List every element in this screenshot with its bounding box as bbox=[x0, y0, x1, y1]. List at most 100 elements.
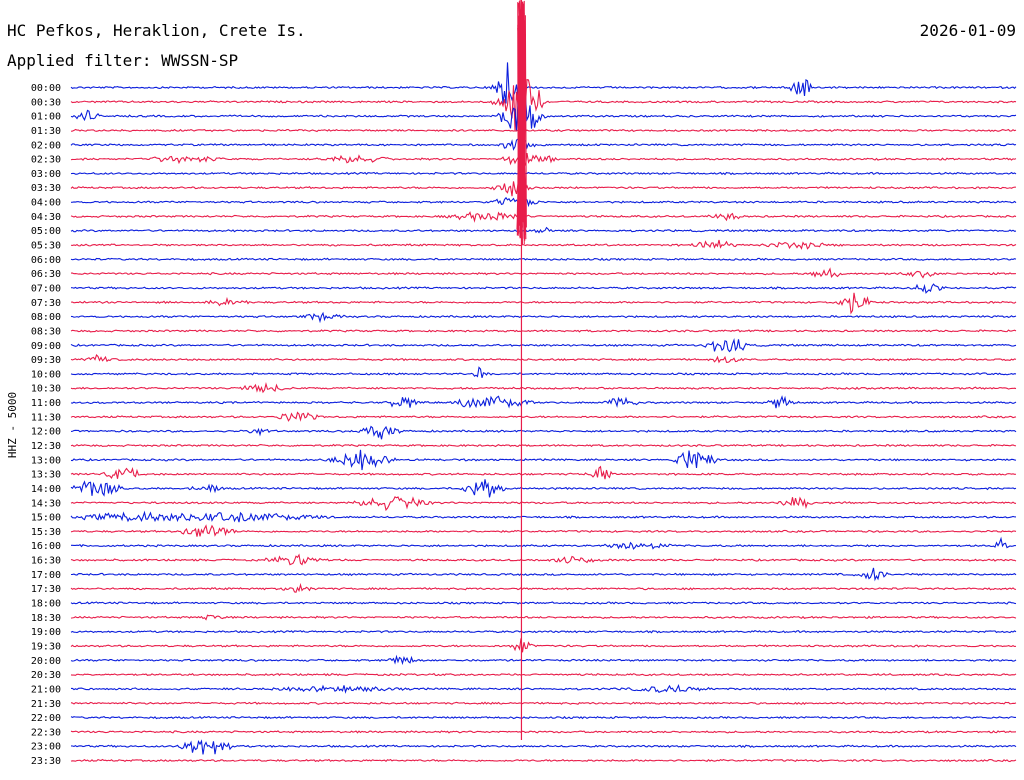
trace-row bbox=[70, 196, 1017, 209]
trace-row bbox=[70, 536, 1017, 550]
trace-row bbox=[70, 425, 1017, 440]
row-time-label: 10:00 bbox=[31, 369, 61, 380]
trace-row bbox=[70, 672, 1017, 677]
trace-row bbox=[70, 638, 1017, 653]
row-time-label: 06:00 bbox=[31, 255, 61, 266]
row-time-label: 19:30 bbox=[31, 641, 61, 652]
row-time-label: 18:30 bbox=[31, 613, 61, 624]
row-time-label: 16:30 bbox=[31, 556, 61, 567]
row-time-label: 21:00 bbox=[31, 684, 61, 695]
trace-row bbox=[70, 354, 1017, 364]
row-time-label: 07:00 bbox=[31, 283, 61, 294]
trace-row bbox=[70, 171, 1017, 176]
row-time-label: 10:30 bbox=[31, 384, 61, 395]
row-time-label: 05:30 bbox=[31, 241, 61, 252]
row-time-label: 08:30 bbox=[31, 326, 61, 337]
trace-row bbox=[70, 449, 1017, 471]
row-time-label: 22:00 bbox=[31, 713, 61, 724]
station-title: HC Pefkos, Heraklion, Crete Is. bbox=[7, 21, 306, 40]
row-time-label: 09:00 bbox=[31, 341, 61, 352]
trace-row bbox=[70, 701, 1017, 705]
row-time-label: 21:30 bbox=[31, 699, 61, 710]
trace-row bbox=[70, 683, 1017, 694]
trace-row bbox=[70, 465, 1017, 480]
trace-row bbox=[70, 582, 1017, 593]
trace-row bbox=[70, 654, 1017, 666]
row-time-label: 04:30 bbox=[31, 212, 61, 223]
row-time-label: 20:30 bbox=[31, 670, 61, 681]
trace-row bbox=[70, 311, 1017, 324]
trace-row bbox=[70, 181, 1017, 197]
trace-row bbox=[70, 239, 1017, 250]
trace-row bbox=[70, 614, 1017, 621]
row-time-label: 23:30 bbox=[31, 756, 61, 767]
trace-rows: 00:00 00:30 01:00 01:30 02:00 02:30 03:00 03:30… bbox=[31, 0, 1017, 767]
date-label: 2026-01-09 bbox=[920, 21, 1016, 40]
trace-row bbox=[70, 730, 1017, 734]
trace-row bbox=[70, 226, 1017, 234]
trace-row bbox=[70, 739, 1017, 755]
row-time-label: 13:00 bbox=[31, 455, 61, 466]
trace-row bbox=[70, 75, 1017, 131]
row-time-label: 01:00 bbox=[31, 112, 61, 123]
row-time-label: 23:00 bbox=[31, 742, 61, 753]
trace-row bbox=[70, 292, 1017, 315]
trace-row bbox=[70, 524, 1017, 537]
row-time-label: 05:00 bbox=[31, 226, 61, 237]
trace-row bbox=[70, 715, 1017, 720]
trace-row bbox=[70, 553, 1017, 566]
row-time-label: 00:30 bbox=[31, 97, 61, 108]
row-time-label: 14:00 bbox=[31, 484, 61, 495]
trace-row bbox=[70, 62, 1017, 104]
row-time-label: 11:30 bbox=[31, 412, 61, 423]
trace-row bbox=[70, 97, 1017, 142]
trace-row bbox=[70, 329, 1017, 333]
row-time-label: 00:00 bbox=[31, 83, 61, 94]
row-time-label: 20:00 bbox=[31, 656, 61, 667]
trace-row bbox=[70, 153, 1017, 166]
row-time-label: 14:30 bbox=[31, 498, 61, 509]
row-time-label: 22:30 bbox=[31, 727, 61, 738]
trace-row bbox=[70, 411, 1017, 422]
trace-row bbox=[70, 479, 1017, 498]
trace-row bbox=[70, 382, 1017, 394]
trace-row bbox=[70, 128, 1017, 133]
row-time-label: 03:30 bbox=[31, 183, 61, 194]
row-time-label: 15:00 bbox=[31, 513, 61, 524]
row-time-label: 09:30 bbox=[31, 355, 61, 366]
row-time-label: 02:00 bbox=[31, 140, 61, 151]
row-time-label: 03:00 bbox=[31, 169, 61, 180]
trace-row bbox=[70, 337, 1017, 353]
trace-row bbox=[70, 257, 1017, 262]
row-time-label: 17:30 bbox=[31, 584, 61, 595]
trace-row bbox=[70, 211, 1017, 223]
main-event-spike bbox=[516, 0, 527, 245]
y-axis-label: HHZ - 5000 bbox=[6, 392, 19, 458]
trace-row bbox=[70, 443, 1017, 448]
filter-label: Applied filter: WWSSN-SP bbox=[7, 51, 238, 70]
row-time-label: 16:00 bbox=[31, 541, 61, 552]
trace-row bbox=[70, 366, 1017, 378]
row-time-label: 07:30 bbox=[31, 298, 61, 309]
trace-row bbox=[70, 629, 1017, 634]
trace-row bbox=[70, 395, 1017, 409]
row-time-label: 12:00 bbox=[31, 427, 61, 438]
trace-row bbox=[70, 758, 1017, 763]
trace-row bbox=[70, 137, 1017, 152]
trace-row bbox=[70, 510, 1017, 523]
row-time-label: 06:30 bbox=[31, 269, 61, 280]
row-time-label: 01:30 bbox=[31, 126, 61, 137]
row-time-label: 13:30 bbox=[31, 470, 61, 481]
row-time-label: 08:00 bbox=[31, 312, 61, 323]
row-time-label: 18:00 bbox=[31, 599, 61, 610]
trace-row bbox=[70, 601, 1017, 605]
row-time-label: 19:00 bbox=[31, 627, 61, 638]
trace-row bbox=[70, 496, 1017, 512]
trace-row bbox=[70, 283, 1017, 294]
trace-row bbox=[70, 567, 1017, 582]
row-time-label: 11:00 bbox=[31, 398, 61, 409]
row-time-label: 04:00 bbox=[31, 198, 61, 209]
row-time-label: 15:30 bbox=[31, 527, 61, 538]
trace-row bbox=[70, 267, 1017, 279]
